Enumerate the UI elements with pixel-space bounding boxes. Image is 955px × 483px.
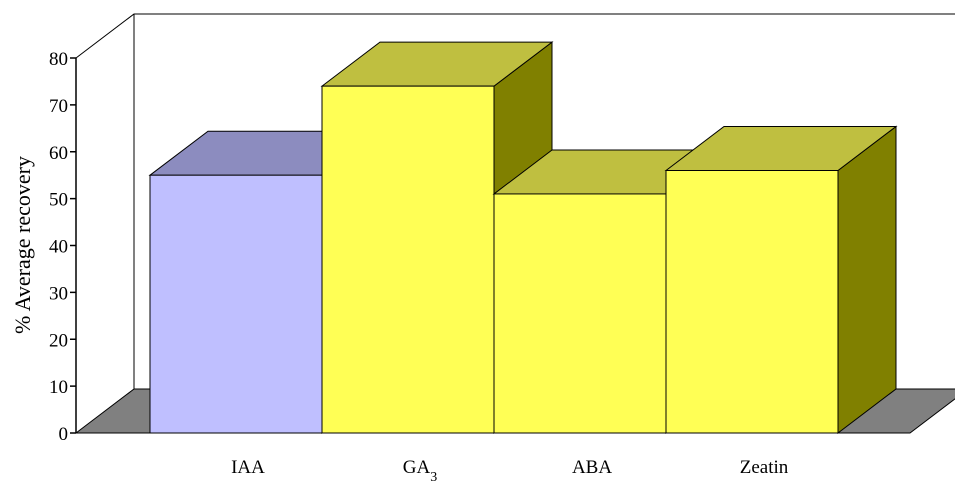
x-category-subscript: 3 — [430, 470, 437, 483]
y-axis-title: % Average recovery — [10, 156, 35, 334]
bar-front-face — [493, 193, 667, 434]
y-tick-label: 0 — [59, 424, 69, 445]
y-axis: 0 10 20 30 40 50 60 70 80 — [49, 49, 77, 445]
y-tick-label: 70 — [49, 96, 68, 117]
bar-front-face — [149, 174, 323, 434]
bar-front-face — [321, 85, 495, 434]
x-category-label: GA3 — [403, 457, 437, 483]
bars-group — [148, 41, 898, 435]
chart-walls — [75, 13, 955, 389]
y-tick-label: 40 — [49, 237, 68, 258]
y-tick-label: 30 — [49, 283, 68, 304]
x-category-label: ABA — [572, 457, 612, 478]
y-tick-label: 20 — [49, 330, 68, 351]
bar-side-face — [837, 125, 897, 435]
bar-zeatin — [664, 125, 898, 435]
y-tick-label: 60 — [49, 143, 68, 164]
bar-front-face — [665, 170, 839, 434]
y-tick-label: 50 — [49, 190, 68, 211]
x-category-label: Zeatin — [740, 457, 789, 478]
x-axis-labels: IAA GA3 ABA Zeatin — [231, 457, 789, 483]
y-tick-label: 80 — [49, 49, 68, 70]
y-tick-label: 10 — [49, 377, 68, 398]
x-category-label: IAA — [231, 457, 265, 478]
